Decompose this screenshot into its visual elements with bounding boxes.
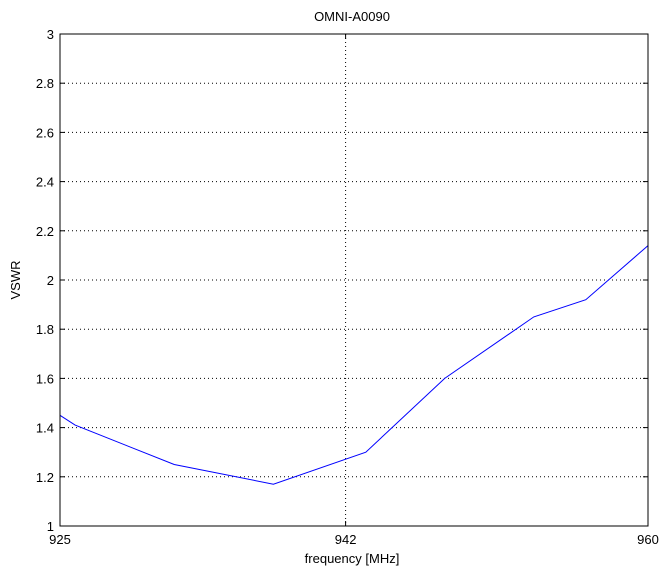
x-axis-label: frequency [MHz] — [305, 551, 400, 566]
y-tick-label: 1.6 — [36, 371, 54, 386]
y-tick-label: 1 — [47, 519, 54, 534]
y-tick-label: 2.8 — [36, 76, 54, 91]
y-tick-label: 2.6 — [36, 125, 54, 140]
chart-title: OMNI-A0090 — [314, 9, 390, 24]
x-tick-label: 925 — [49, 532, 71, 547]
y-tick-label: 1.2 — [36, 470, 54, 485]
y-tick-label: 2.4 — [36, 175, 54, 190]
x-tick-label: 942 — [335, 532, 357, 547]
y-tick-label: 1.4 — [36, 421, 54, 436]
y-axis-ticks: 1 1.2 1.4 1.6 1.8 2 2.2 2.4 2.6 2.8 3 — [36, 27, 648, 534]
y-tick-label: 1.8 — [36, 322, 54, 337]
y-tick-label: 3 — [47, 27, 54, 42]
y-axis-label: VSWR — [8, 261, 23, 300]
x-axis-ticks: 925 942 960 — [49, 34, 659, 547]
y-tick-label: 2.2 — [36, 224, 54, 239]
y-tick-label: 2 — [47, 273, 54, 288]
plot-series — [59, 245, 649, 485]
vswr-series-line — [59, 245, 649, 485]
x-tick-label: 960 — [637, 532, 659, 547]
grid-lines — [60, 34, 648, 526]
